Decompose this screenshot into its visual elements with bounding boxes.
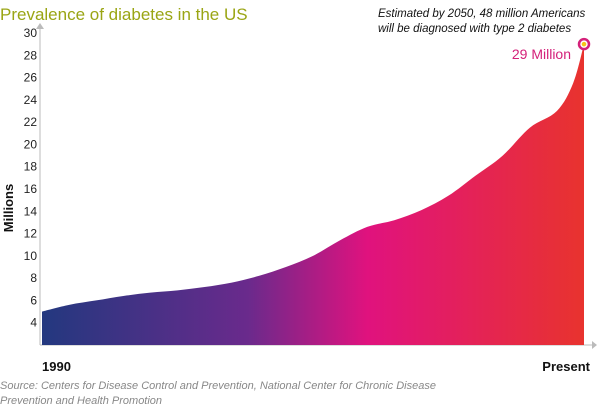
y-axis-label: Millions <box>1 184 16 232</box>
y-tick-label: 14 <box>24 204 38 218</box>
y-tick-label: 10 <box>24 249 38 263</box>
y-tick-label: 12 <box>24 227 38 241</box>
endpoint-marker-center <box>581 41 587 47</box>
source-line1: Source: Centers for Disease Control and … <box>0 380 436 392</box>
y-tick-label: 8 <box>30 271 37 285</box>
y-axis-arrow <box>36 23 44 29</box>
x-tick-start: 1990 <box>42 359 71 374</box>
y-tick-label: 6 <box>30 293 37 307</box>
y-tick-label: 22 <box>24 115 38 129</box>
x-tick-end: Present <box>542 359 590 374</box>
y-axis: 4 6 8 10 12 14 16 18 20 22 24 26 28 30 <box>24 23 44 345</box>
y-tick-label: 18 <box>24 160 38 174</box>
y-tick-label: 28 <box>24 48 38 62</box>
chart-title: Prevalence of diabetes in the US <box>0 5 248 24</box>
source-line2: Prevention and Health Promotion <box>0 395 162 407</box>
y-tick-label: 30 <box>24 26 38 40</box>
y-tick-label: 16 <box>24 182 38 196</box>
series-area <box>42 44 584 346</box>
y-tick-label: 20 <box>24 137 38 151</box>
y-tick-label: 24 <box>24 93 38 107</box>
x-axis-arrow <box>592 341 597 349</box>
y-tick-label: 4 <box>30 316 37 330</box>
callout-label: 29 Million <box>512 46 571 62</box>
annotation-note-line1: Estimated by 2050, 48 million Americans <box>378 8 586 20</box>
annotation-note-line2: will be diagnosed with type 2 diabetes <box>378 23 571 35</box>
y-tick-label: 26 <box>24 71 38 85</box>
